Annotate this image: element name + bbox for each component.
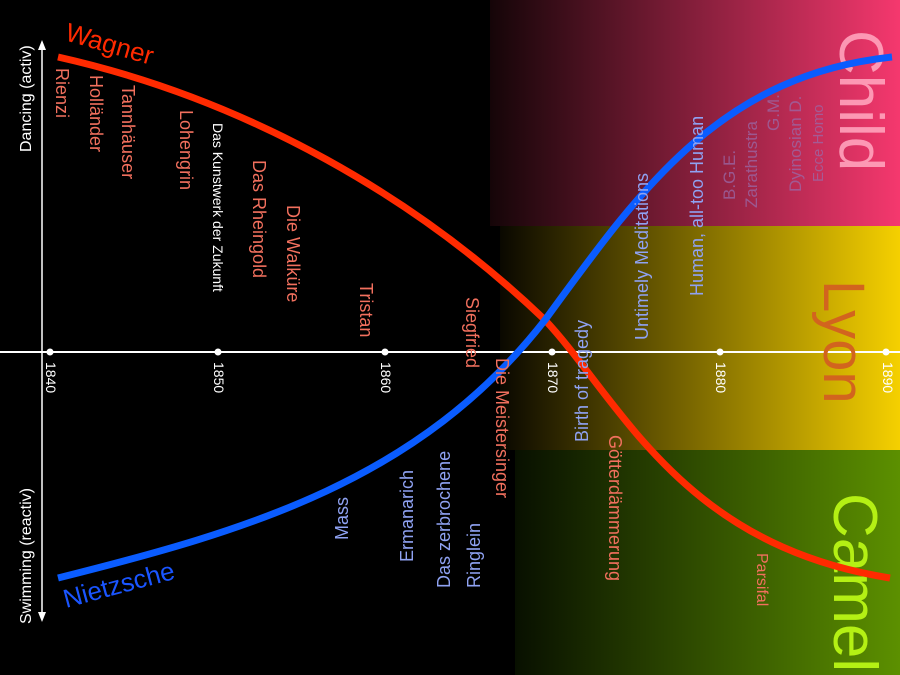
- vertical-axis: [38, 40, 46, 622]
- axis-label-dancing: Dancing (activ): [18, 45, 35, 152]
- tick-1840: [46, 348, 54, 356]
- child-phase-band: [490, 0, 900, 226]
- wagner-work: Götterdämmerung: [605, 435, 625, 581]
- year-label: 1850: [211, 362, 227, 393]
- nietzsche-work: Ecce Homo: [810, 104, 827, 182]
- year-label: 1880: [713, 362, 729, 393]
- year-label: 1870: [545, 362, 561, 393]
- wagner-work: Parsifal: [753, 553, 770, 606]
- nietzsche-work: Birth of tragedy: [572, 320, 592, 442]
- tick-1880: [716, 348, 724, 356]
- lyon-phase-band: [500, 226, 900, 450]
- wagner-work: Lohengrin: [176, 110, 196, 190]
- time-axis: [0, 348, 900, 356]
- nietzsche-work: G.M.: [764, 94, 783, 131]
- wagner-work: Rienzi: [52, 68, 72, 118]
- phase-label-camel: Camel: [820, 493, 889, 672]
- year-label: 1890: [880, 362, 896, 393]
- arrow-down-icon: [38, 612, 46, 622]
- wagner-work: Tristan: [356, 283, 376, 337]
- tick-1860: [381, 348, 389, 356]
- phase-label-lyon: Lyon: [811, 280, 876, 404]
- nietzsche-work: B.G.E.: [720, 150, 739, 200]
- wagner-work: Tannhäuser: [118, 85, 138, 179]
- nietzsche-work: Zarathustra: [742, 121, 761, 208]
- axis-label-swimming: Swimming (reactiv): [18, 488, 35, 624]
- wagner-work: Die Walküre: [283, 205, 303, 302]
- nietzsche-work: Untimely Meditations: [632, 173, 652, 340]
- nietzsche-work: Ermanarich: [397, 470, 417, 562]
- nietzsche-work: Dyinosian D.: [786, 96, 805, 192]
- wagner-work: Siegfried: [462, 297, 482, 368]
- phase-label-child: Child: [826, 30, 895, 171]
- arrow-up-icon: [38, 40, 46, 50]
- tick-1850: [214, 348, 222, 356]
- wagner-work: Das Rheingold: [249, 160, 269, 278]
- wagner-work: Holländer: [86, 75, 106, 152]
- nietzsche-work: Das zerbrochene: [434, 451, 454, 588]
- nietzsche-curve: [57, 53, 893, 582]
- tick-1890: [882, 348, 890, 356]
- year-label: 1860: [378, 362, 394, 393]
- nietzsche-work: Ringlein: [464, 523, 484, 588]
- camel-phase-band: [515, 450, 900, 675]
- nietzsche-work: Mass: [332, 497, 352, 540]
- year-label: 1840: [43, 362, 59, 393]
- nietzsche-work: Human, all-too Human: [687, 116, 707, 296]
- wagner-work: Die Meistersinger: [492, 358, 512, 498]
- wagner-work: Das Kunstwerk der Zukunft: [210, 123, 226, 292]
- tick-1870: [548, 348, 556, 356]
